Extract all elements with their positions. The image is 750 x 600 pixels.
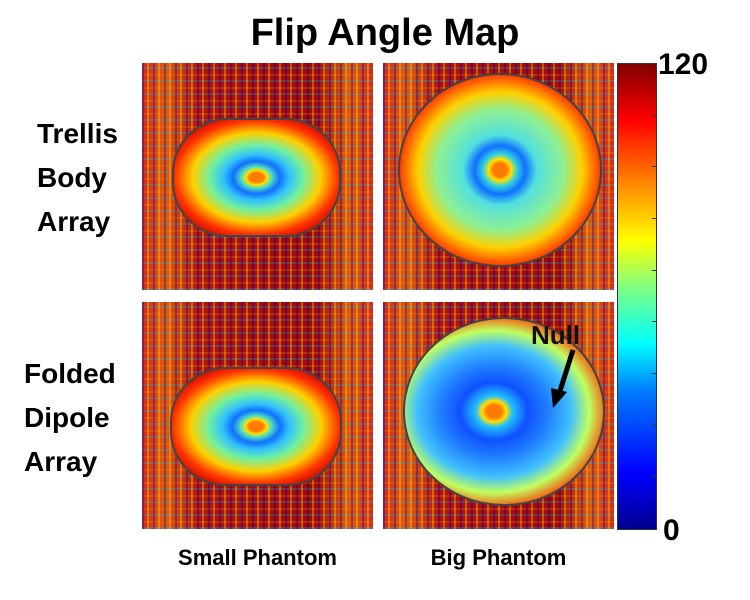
phantom-region [398, 73, 602, 267]
row-label-line: Trellis [37, 118, 118, 149]
colorbar-tick [652, 321, 656, 323]
column-label-small-phantom: Small Phantom [178, 545, 337, 570]
phantom-region [170, 367, 342, 486]
null-annotation: Null [531, 320, 581, 350]
phantom-region [403, 317, 605, 506]
colorbar-tick [652, 114, 656, 116]
row-label-folded-dipole: Folded Dipole Array [24, 352, 116, 484]
colorbar-tick [652, 166, 656, 168]
row-label-line: Dipole [24, 402, 110, 433]
colorbar-tick [652, 373, 656, 374]
column-label-big-phantom: Big Phantom [430, 545, 567, 570]
map-trellis-big-phantom [383, 63, 614, 290]
row-label-line: Body [37, 162, 107, 193]
map-folded-dipole-big-phantom: Null [383, 302, 614, 529]
colorbar [617, 63, 657, 530]
map-folded-dipole-small-phantom [142, 302, 373, 529]
colorbar-min-label: 0 [663, 514, 680, 547]
row-label-line: Array [24, 446, 98, 477]
colorbar-tick [652, 269, 656, 271]
map-trellis-small-phantom [142, 63, 373, 290]
row-label-line: Folded [24, 358, 116, 389]
colorbar-tick [652, 476, 656, 478]
colorbar-max-label: 120 [658, 48, 709, 81]
null-arrow-icon [551, 349, 576, 408]
row-label-trellis: Trellis Body Array [37, 112, 118, 244]
row-label-line: Array [37, 206, 111, 237]
colorbar-tick [652, 218, 656, 219]
phantom-region [172, 118, 341, 237]
colorbar-tick [652, 424, 656, 426]
figure-title: Flip Angle Map [250, 12, 520, 54]
